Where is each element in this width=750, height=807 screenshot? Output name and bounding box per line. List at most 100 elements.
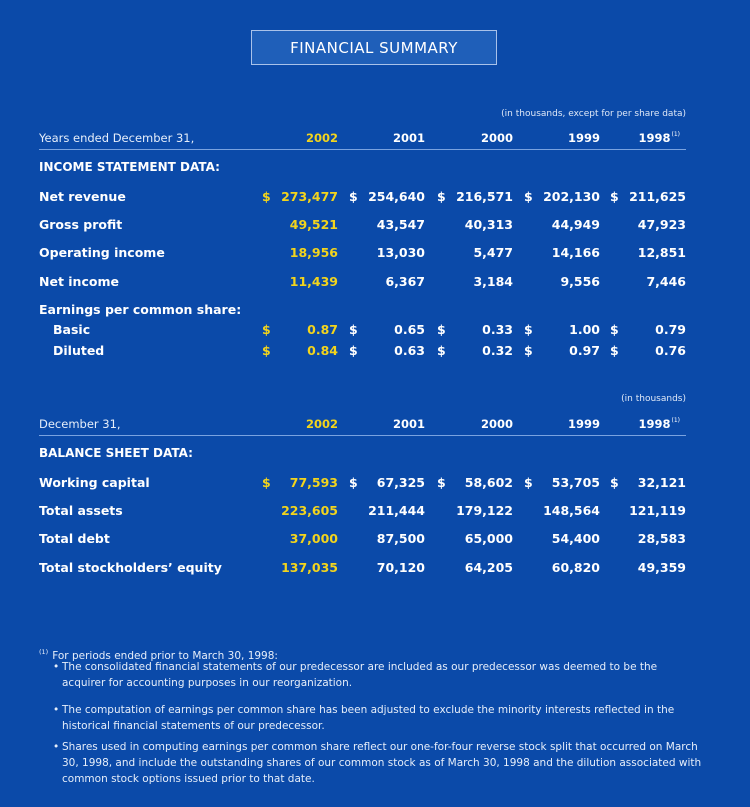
dollar-sign: $ [437,322,446,337]
year-2002: 2002 [305,131,338,145]
value-cell: $0.32 [437,343,513,358]
value-cell: $32,121 [610,475,686,490]
value: 148,564 [543,503,600,518]
dollar-sign: $ [437,343,446,358]
balance-header: December 31, 2002 2001 2000 1999 1998(1) [39,417,686,436]
dollar-sign: $ [524,322,533,337]
table-row: Total assets 223,605 211,444 179,122 148,564… [39,503,686,519]
value-cell: $254,640 [349,189,425,204]
value-cell: 18,956 [262,245,338,260]
value-cell: 64,205 [437,560,513,575]
value: 0.65 [394,322,425,337]
value: 18,956 [289,245,338,260]
value: 11,439 [289,274,338,289]
value: 32,121 [637,475,686,490]
row-label: Basic [53,322,91,337]
value: 70,120 [376,560,425,575]
value: 121,119 [629,503,686,518]
dollar-sign: $ [349,343,358,358]
footnote-intro: (1) For periods ended prior to March 30, … [39,648,278,662]
value: 179,122 [456,503,513,518]
dollar-sign: $ [610,343,619,358]
value-cell: 211,444 [349,503,425,518]
value: 40,313 [464,217,513,232]
value: 6,367 [385,274,425,289]
value: 0.97 [569,343,600,358]
footnote-bullet: • The consolidated financial statements o… [53,661,658,689]
value: 223,605 [281,503,338,518]
row-label: Gross profit [39,217,123,232]
value-cell: $273,477 [262,189,338,204]
table-row: Total stockholders’ equity 137,035 70,120 6… [39,560,686,576]
value-cell: 60,820 [524,560,600,575]
row-label: Working capital [39,475,150,490]
row-label: Total debt [39,531,110,546]
value: 58,602 [464,475,513,490]
row-label: Diluted [53,343,105,358]
footnote-bullet: • The computation of earnings per common … [53,704,675,732]
table-row: Basic $0.87 $0.65 $0.33 $1.00 $0.79 [39,322,686,338]
value: 28,583 [637,531,686,546]
dollar-sign: $ [262,189,271,204]
value-cell: 11,439 [262,274,338,289]
value-cell: $211,625 [610,189,686,204]
value: 47,923 [637,217,686,232]
value: 53,705 [551,475,600,490]
dollar-sign: $ [524,189,533,204]
row-label: Total assets [39,503,123,518]
value-cell: 6,367 [349,274,425,289]
dollar-sign: $ [349,475,358,490]
dollar-sign: $ [524,343,533,358]
income-header: Years ended December 31, 2002 2001 2000 … [39,131,686,150]
eps-label: Earnings per common share: [39,302,242,317]
value: 3,184 [473,274,513,289]
value-cell: $1.00 [524,322,600,337]
value: 13,030 [376,245,425,260]
value-cell: 49,359 [610,560,686,575]
year-2001: 2001 [392,417,425,431]
value: 0.79 [655,322,686,337]
value: 5,477 [473,245,513,260]
value-cell: $0.97 [524,343,600,358]
value-cell: 49,521 [262,217,338,232]
dollar-sign: $ [262,343,271,358]
value: 54,400 [551,531,600,546]
value: 49,521 [289,217,338,232]
balance-header-label: December 31, [39,417,121,431]
value: 254,640 [368,189,425,204]
dollar-sign: $ [437,475,446,490]
footnote-bullet: • Shares used in computing earnings per c… [53,741,702,785]
value: 87,500 [376,531,425,546]
value-cell: 179,122 [437,503,513,518]
value: 77,593 [289,475,338,490]
value: 9,556 [560,274,600,289]
value: 0.63 [394,343,425,358]
dollar-sign: $ [610,322,619,337]
value-cell: 43,547 [349,217,425,232]
value: 12,851 [637,245,686,260]
value-cell: $0.87 [262,322,338,337]
dollar-sign: $ [524,475,533,490]
value: 65,000 [464,531,513,546]
value-cell: $0.76 [610,343,686,358]
value: 273,477 [281,189,338,204]
table-row: Operating income 18,956 13,030 5,477 14,166 1… [39,245,686,261]
value: 44,949 [551,217,600,232]
dollar-sign: $ [262,322,271,337]
value-cell: $216,571 [437,189,513,204]
value-cell: 40,313 [437,217,513,232]
year-1999: 1999 [567,417,600,431]
value-cell: 3,184 [437,274,513,289]
value-cell: $77,593 [262,475,338,490]
value: 43,547 [376,217,425,232]
value-cell: 12,851 [610,245,686,260]
row-label: Net revenue [39,189,126,204]
value-cell: $0.33 [437,322,513,337]
balance-section-title: BALANCE SHEET DATA: [39,446,193,460]
value-cell: $0.65 [349,322,425,337]
value-cell: $0.84 [262,343,338,358]
value: 49,359 [637,560,686,575]
value-cell: 87,500 [349,531,425,546]
table-row: Net income 11,439 6,367 3,184 9,556 7,446 [39,274,686,290]
row-label: Total stockholders’ equity [39,560,222,575]
